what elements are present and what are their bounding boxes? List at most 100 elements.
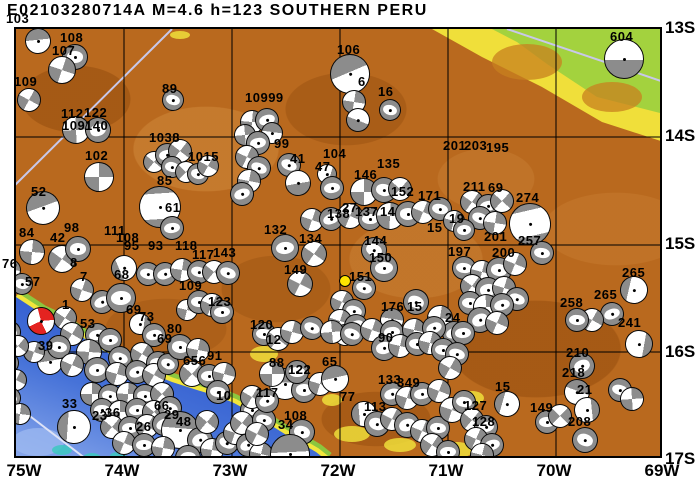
event-label: 42 xyxy=(50,230,66,245)
event-label: 133 xyxy=(378,372,402,387)
event-label: 265 xyxy=(622,265,646,280)
coast-teal-patch xyxy=(83,453,101,456)
event-label: 33 xyxy=(62,396,78,411)
event-label: 8 xyxy=(70,255,78,270)
event-label: 15 xyxy=(495,379,511,394)
event-label: 108 xyxy=(284,408,308,423)
lat-label: 15S xyxy=(665,234,695,253)
event-label: 146 xyxy=(354,167,378,182)
event-label: 73 xyxy=(139,309,155,324)
event-label: 118 xyxy=(175,238,198,253)
event-label: 69 xyxy=(126,302,142,317)
event-label: 12 xyxy=(266,332,282,347)
event-label: 102 xyxy=(85,148,109,163)
ocean-light-patch xyxy=(16,428,64,456)
event-label: 137 xyxy=(355,204,379,219)
event-label: 112 xyxy=(61,106,84,121)
event-label: 109 xyxy=(179,278,203,293)
event-label: 66 xyxy=(154,398,170,413)
event-label: 10999 xyxy=(245,90,284,105)
event-label: 122 xyxy=(84,105,108,120)
event-label: 39 xyxy=(38,338,54,353)
event-label: 349 xyxy=(397,375,421,390)
event-label: 29 xyxy=(164,407,180,422)
event-label: 210 xyxy=(566,345,590,360)
event-label: 95 xyxy=(124,238,140,253)
event-label: 108 xyxy=(116,230,140,245)
lat-label: 16S xyxy=(665,342,695,361)
event-label: 24 xyxy=(445,310,461,325)
event-label: 122 xyxy=(288,362,312,377)
event-label: 15 xyxy=(427,220,443,235)
inland-yellow-patch xyxy=(322,394,342,406)
event-label: 69 xyxy=(488,180,504,195)
event-label: 7 xyxy=(80,269,88,284)
terrain-mottle xyxy=(492,44,562,80)
event-label: 91 xyxy=(207,348,223,363)
event-label: 123 xyxy=(208,294,232,309)
inland-yellow-patch xyxy=(334,426,370,442)
event-label: 111 xyxy=(104,223,126,238)
event-label: 99 xyxy=(274,136,290,151)
event-label: 106 xyxy=(337,42,361,57)
event-label: 258 xyxy=(560,295,584,310)
event-label: 103 xyxy=(6,11,30,26)
event-label: 52 xyxy=(31,184,47,199)
event-label: 109 xyxy=(62,118,86,133)
event-label: 84 xyxy=(19,225,35,240)
event-label: 274 xyxy=(516,190,540,205)
map-title: E02103280714A M=4.6 h=123 SOUTHERN PERU xyxy=(7,2,428,19)
event-label: 65 xyxy=(322,354,338,369)
lat-label: 14S xyxy=(665,126,695,145)
event-label: 211 xyxy=(463,179,486,194)
event-label: 16 xyxy=(378,84,394,99)
event-label: 104 xyxy=(323,146,347,161)
border-line xyxy=(16,29,173,186)
event-label: 98 xyxy=(64,220,80,235)
terrain-mottle xyxy=(582,82,642,112)
event-label: 195 xyxy=(486,140,510,155)
map-canvas xyxy=(14,27,662,458)
event-label: 41 xyxy=(290,151,306,166)
event-label: 257 xyxy=(518,233,542,248)
event-label: 117 xyxy=(192,247,215,262)
event-label: 90 xyxy=(378,330,394,345)
event-label: 48 xyxy=(176,414,192,429)
event-label: 203 xyxy=(464,138,488,153)
lon-label: 72W xyxy=(320,461,356,480)
event-label: 107 xyxy=(52,43,76,58)
lat-label: 17S xyxy=(665,449,695,468)
event-label: 6 xyxy=(358,74,366,89)
event-label: 113 xyxy=(364,399,387,414)
event-label: 134 xyxy=(299,231,323,246)
event-label: 1015 xyxy=(188,149,219,164)
event-label: 241 xyxy=(618,315,642,330)
coast-teal-patch xyxy=(52,445,72,455)
event-label: 80 xyxy=(167,321,183,336)
event-label: 117 xyxy=(256,385,279,400)
event-label: 128 xyxy=(472,414,496,429)
lon-label: 73W xyxy=(212,461,248,480)
event-label: 265 xyxy=(594,287,618,302)
event-label: 151 xyxy=(349,269,373,284)
event-label: 76 xyxy=(2,256,18,271)
event-label: 150 xyxy=(369,250,393,265)
focal-mechanism-ball xyxy=(604,39,644,79)
event-label: 149 xyxy=(284,262,308,277)
event-label: 27 xyxy=(342,200,358,215)
inland-yellow-patch xyxy=(170,31,190,39)
event-label: 108 xyxy=(60,30,84,45)
inland-yellow-patch xyxy=(384,438,416,452)
event-label: 149 xyxy=(530,400,554,415)
event-label: 89 xyxy=(162,81,178,96)
event-label: 53 xyxy=(80,316,96,331)
event-label: 143 xyxy=(213,245,237,260)
event-label: 656 xyxy=(183,353,207,368)
lon-label: 69W xyxy=(644,461,680,480)
event-label: 138 xyxy=(327,206,351,221)
event-label: 88 xyxy=(269,355,285,370)
event-label: 19 xyxy=(449,211,465,226)
event-label: 15 xyxy=(407,299,423,314)
event-label: 47 xyxy=(315,159,331,174)
